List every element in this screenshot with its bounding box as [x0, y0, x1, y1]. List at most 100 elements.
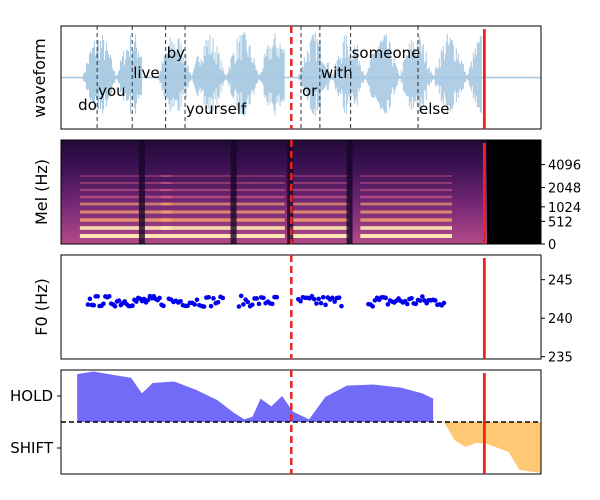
f0-tick-label: 245 [548, 274, 573, 289]
mel-harmonic-band [360, 226, 453, 230]
f0-point [157, 295, 162, 301]
f0-point [318, 300, 324, 306]
mel-harmonic-band [360, 218, 453, 222]
f0-point [101, 301, 106, 307]
f0-point [314, 301, 319, 306]
mel-tick-label: 0 [548, 238, 556, 253]
f0-point [417, 298, 423, 303]
f0-point [238, 293, 244, 299]
f0-point [211, 296, 216, 301]
mel-harmonic-band [230, 188, 285, 192]
mel-harmonic-band [79, 182, 172, 184]
mel-gap [287, 140, 294, 244]
mel-axes-frame [60, 139, 542, 245]
f0-point [106, 293, 112, 299]
f0-point [87, 296, 93, 302]
mel-harmonic-band [290, 175, 350, 177]
hold-area [77, 371, 434, 422]
f0-point [91, 302, 97, 308]
f0-point [220, 295, 226, 301]
mel-harmonic-band [79, 195, 172, 199]
f0-point [256, 301, 262, 307]
f0-point [274, 294, 280, 300]
f0-tick-label: 240 [548, 312, 573, 327]
f0-point [134, 299, 139, 304]
word-label: do [78, 96, 97, 114]
mel-harmonic-band [230, 175, 285, 177]
mel-harmonic-band [360, 188, 453, 192]
mel-tick-label: 512 [548, 215, 573, 230]
f0-point [95, 294, 100, 299]
mel-harmonic-band [160, 182, 231, 184]
word-label: with [321, 64, 353, 82]
f0-point [141, 296, 147, 302]
f0-point [432, 298, 438, 303]
f0-point [241, 302, 246, 307]
f0-ylabel: F0 (Hz) [32, 278, 51, 335]
f0-point [178, 298, 183, 304]
f0-point [269, 301, 275, 307]
mel-harmonic-band [79, 202, 172, 206]
mel-harmonic-band [360, 182, 453, 184]
f0-point [420, 294, 425, 299]
f0-point [323, 302, 328, 308]
mel-harmonic-band [160, 234, 231, 238]
mel-harmonic-band [79, 234, 172, 238]
mel-harmonic-band [230, 195, 285, 199]
mel-harmonic-band [360, 210, 453, 214]
mel-harmonic-band [290, 226, 350, 230]
f0-point [250, 302, 255, 308]
f0-point [383, 295, 388, 301]
turn-taking-panel: HOLD SHIFT [10, 369, 542, 475]
mel-harmonic-band [360, 202, 453, 206]
f0-point [116, 298, 122, 303]
f0-point [145, 297, 151, 303]
word-label: by [167, 44, 186, 62]
f0-point [254, 296, 260, 301]
f0-point [316, 296, 322, 302]
mel-ylabel: Mel (Hz) [32, 159, 51, 225]
mel-harmonic-band [230, 182, 285, 184]
mel-tick-label: 4096 [548, 159, 581, 174]
mel-harmonic-band [79, 175, 172, 177]
mel-tick-label: 2048 [548, 182, 581, 197]
waveform-ylabel: waveform [30, 38, 49, 118]
mel-harmonic-band [230, 226, 285, 230]
mel-harmonic-band [160, 226, 231, 230]
mel-harmonic-band [160, 175, 231, 177]
f0-point [409, 295, 414, 301]
mel-gap [138, 140, 145, 244]
turn-axes-frame [60, 369, 542, 475]
f0-point [206, 294, 212, 300]
waveform-axes-frame [60, 25, 542, 130]
mel-harmonic-band [79, 218, 172, 222]
mel-harmonic-band [290, 195, 350, 199]
f0-point [192, 302, 197, 307]
f0-point [215, 299, 221, 305]
f0-point [201, 304, 207, 309]
f0-point [332, 299, 337, 304]
f0-point [370, 304, 376, 309]
f0-point [236, 304, 242, 309]
f0-point [385, 302, 391, 307]
word-label: else [419, 100, 449, 118]
f0-tick-label: 235 [548, 351, 573, 366]
f0-point [161, 303, 166, 309]
f0-point [339, 303, 344, 309]
mel-harmonic-band [79, 210, 172, 214]
mel-harmonic-band [230, 210, 285, 214]
mel-harmonic-band [79, 226, 172, 230]
f0-point [194, 297, 200, 303]
f0-point [261, 295, 266, 301]
word-label: or [302, 82, 318, 100]
mel-harmonic-band [79, 188, 172, 192]
mel-tick-label: 1024 [548, 201, 581, 216]
mel-harmonic-band [160, 195, 231, 199]
mel-harmonic-band [160, 188, 231, 192]
f0-point [298, 298, 303, 304]
mel-harmonic-band [290, 182, 350, 184]
mel-harmonic-band [230, 234, 285, 238]
